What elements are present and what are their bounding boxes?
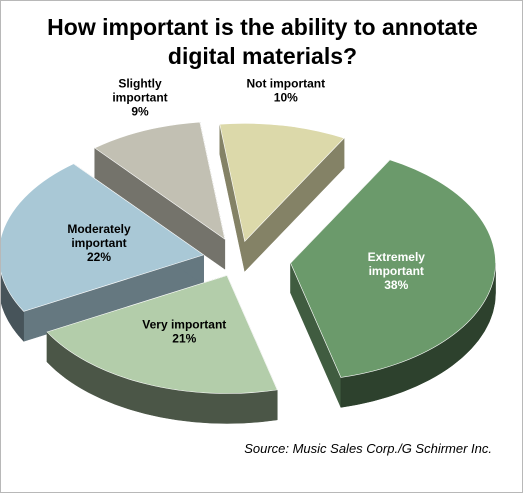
pie-label-line: important (71, 236, 126, 250)
pie-label-line: Slightly (118, 77, 162, 91)
pie-label-line: Moderately (67, 222, 131, 236)
pie-slice-4 (219, 123, 345, 242)
pie-label-line: Very important (142, 318, 226, 332)
pie-slice-0 (290, 159, 496, 378)
pie-slice-label: Very important 21% (142, 318, 226, 346)
pie-label-line: 38% (384, 278, 408, 292)
pie-label-line: 22% (87, 250, 111, 264)
pie-label-line: Extremely (368, 250, 426, 264)
pie-top-layer (1, 121, 496, 394)
pie-label-line: important (112, 91, 167, 105)
pie-slice-label: Not important 10% (246, 77, 325, 105)
pie-slice-3 (94, 121, 226, 240)
pie-label-line: 21% (172, 332, 196, 346)
pie-label-line: Not important (246, 77, 325, 91)
pie-label-line: important (369, 264, 424, 278)
pie-slice-1 (46, 275, 278, 394)
pie-slice-2 (1, 163, 205, 312)
pie-slice-label: Slightly important 9% (112, 77, 167, 119)
chart-source: Source: Music Sales Corp./G Schirmer Inc… (244, 441, 492, 456)
pie-slice-label: Extremely important 38% (368, 250, 426, 292)
chart-title: How important is the ability to annotate… (47, 14, 478, 69)
pie-label-line: 9% (131, 105, 149, 119)
pie-label-line: 10% (274, 91, 298, 105)
pie-slice-label: Moderately important 22% (67, 222, 131, 264)
pie-labels-layer: Extremely important 38%Very important 21%Mo… (67, 77, 425, 346)
